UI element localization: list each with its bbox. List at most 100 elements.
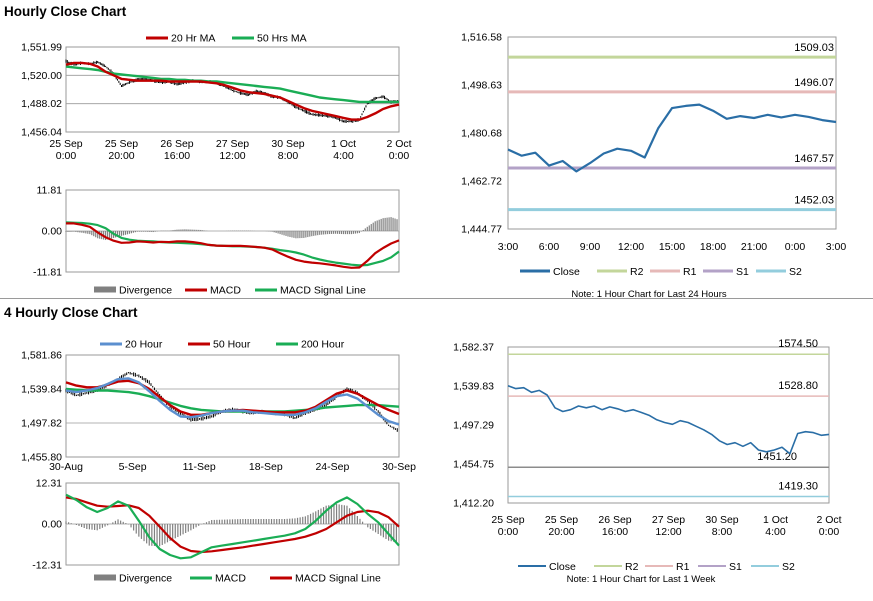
four-hourly-pivot-ytick: 1,412.20 bbox=[453, 498, 494, 510]
hourly-price-ytick: 1,551.99 bbox=[21, 42, 62, 54]
hourly-price-xtick: 26 Sep bbox=[160, 138, 193, 150]
four-hourly-pivot-frame bbox=[507, 346, 830, 504]
hourly-pivot-xtick: 12:00 bbox=[618, 241, 644, 253]
hourly-pivot-xtick: 18:00 bbox=[700, 241, 726, 253]
four-hourly-macd-line bbox=[65, 493, 400, 560]
four-hourly-pivot-xtick: 25 Sep bbox=[545, 514, 578, 526]
hourly-price-xtick: 8:00 bbox=[278, 150, 299, 162]
hourly-price-frame bbox=[65, 46, 400, 133]
four-hourly-pivot-ytick: 1,582.37 bbox=[453, 342, 494, 354]
four-hourly-price-ytick: 1,455.80 bbox=[21, 452, 62, 464]
four-hourly-macd-ytick: -12.31 bbox=[32, 560, 62, 572]
hourly-pivot-s2-label: 1452.03 bbox=[794, 195, 834, 207]
hourly-price-ytick: 1,520.00 bbox=[21, 70, 62, 82]
hourly-pivot-xtick: 15:00 bbox=[659, 241, 685, 253]
hourly-price-xtick: 25 Sep bbox=[49, 138, 82, 150]
four-hourly-pivot-legend-label: R1 bbox=[676, 561, 690, 573]
hourly-price-xtick: 2 Oct bbox=[386, 138, 411, 150]
hourly-price-xtick: 0:00 bbox=[389, 150, 410, 162]
hourly-price-xtick: 16:00 bbox=[164, 150, 190, 162]
hourly-macd-legend-label: Divergence bbox=[119, 285, 172, 297]
hourly-pivot-legend-label: R2 bbox=[630, 266, 644, 278]
hourly-price-xtick: 0:00 bbox=[56, 150, 77, 162]
four-hourly-pivot-r2-label: 1574.50 bbox=[778, 338, 818, 350]
hourly-chart-title: Hourly Close Chart bbox=[4, 4, 127, 19]
hourly-macd-ytick: 0.00 bbox=[42, 226, 63, 238]
hourly-ma50-line bbox=[65, 65, 399, 104]
four-hourly-pivot-legend-label: S2 bbox=[782, 561, 795, 573]
four-hourly-price-xtick: 24-Sep bbox=[315, 461, 349, 473]
hourly-price-ytick: 1,456.04 bbox=[21, 127, 62, 139]
four-hourly-macd-legend-label: MACD Signal Line bbox=[295, 573, 381, 585]
hourly-pivot-xtick: 3:00 bbox=[498, 241, 519, 253]
hourly-pivot-xtick: 6:00 bbox=[539, 241, 560, 253]
hourly-pivot-xtick: 9:00 bbox=[580, 241, 601, 253]
four-hourly-price-ytick: 1,497.82 bbox=[21, 418, 62, 430]
hourly-pivot-legend-label: Close bbox=[553, 266, 580, 278]
four-hourly-macd-ytick: 0.00 bbox=[42, 519, 63, 531]
hourly-price-xtick: 4:00 bbox=[333, 150, 354, 162]
four-hourly-pivot-xtick: 4:00 bbox=[765, 526, 786, 538]
hourly-pivot-xtick: 0:00 bbox=[785, 241, 806, 253]
four-hourly-pivot-close-line bbox=[507, 385, 830, 455]
four-hourly-price-xtick: 5-Sep bbox=[119, 461, 147, 473]
hourly-macd-ytick: 11.81 bbox=[37, 185, 63, 197]
four-hourly-price-legend-label: 20 Hour bbox=[125, 339, 163, 351]
four-hourly-pivot-xtick: 0:00 bbox=[498, 526, 519, 538]
hourly-pivot-xtick: 21:00 bbox=[741, 241, 767, 253]
hourly-pivot-r1-label: 1496.07 bbox=[794, 77, 834, 89]
four-hourly-pivot-xtick: 25 Sep bbox=[491, 514, 524, 526]
four-hourly-macd-legend-label: Divergence bbox=[119, 573, 172, 585]
four-hourly-pivot-xtick: 26 Sep bbox=[598, 514, 631, 526]
four-hourly-pivot-xtick: 2 Oct bbox=[816, 514, 841, 526]
four-hourly-pivot-xtick: 12:00 bbox=[655, 526, 681, 538]
four-hourly-pivot-xtick: 20:00 bbox=[548, 526, 574, 538]
hourly-pivot-ytick: 1,480.68 bbox=[461, 128, 502, 140]
hourly-pivot-ytick: 1,462.72 bbox=[461, 176, 502, 188]
hourly-macd-legend-swatch bbox=[94, 286, 116, 293]
four-hourly-pivot-legend-label: Close bbox=[549, 561, 576, 573]
hourly-pivot-legend-label: S1 bbox=[736, 266, 749, 278]
hourly-price-xtick: 20:00 bbox=[108, 150, 134, 162]
four-hourly-pivot-xtick: 0:00 bbox=[819, 526, 840, 538]
hourly-pivot-xtick: 3:00 bbox=[826, 241, 847, 253]
four-hourly-macd-ytick: 12.31 bbox=[36, 478, 62, 490]
hourly-pivot-ytick: 1,516.58 bbox=[461, 32, 502, 44]
hourly-price-xtick: 25 Sep bbox=[105, 138, 138, 150]
hourly-price-ytick: 1,488.02 bbox=[21, 98, 62, 110]
four-hourly-price-ytick: 1,539.84 bbox=[21, 384, 62, 396]
hourly-price-xtick: 27 Sep bbox=[216, 138, 249, 150]
four-hourly-price-legend-label: 50 Hour bbox=[213, 339, 251, 351]
four-hourly-chart-title: 4 Hourly Close Chart bbox=[4, 305, 138, 320]
hourly-macd-line bbox=[66, 222, 400, 269]
four-hourly-pivot-xtick: 27 Sep bbox=[652, 514, 685, 526]
hourly-price-xtick: 30 Sep bbox=[271, 138, 304, 150]
four-hourly-pivot-xtick: 30 Sep bbox=[705, 514, 738, 526]
four-hourly-pivot-xtick: 16:00 bbox=[602, 526, 628, 538]
hourly-macd-ytick: -11.81 bbox=[33, 267, 62, 279]
four-hourly-macd-legend-swatch bbox=[94, 574, 116, 581]
four-hourly-pivot-r1-label: 1528.80 bbox=[778, 380, 818, 392]
four-hourly-pivot-s2-label: 1419.30 bbox=[778, 480, 818, 492]
four-hourly-price-xtick: 18-Sep bbox=[249, 461, 283, 473]
four-hourly-pivot-legend-label: R2 bbox=[625, 561, 639, 573]
hourly-macd-legend-label: MACD bbox=[210, 285, 241, 297]
hourly-pivot-legend-label: R1 bbox=[683, 266, 697, 278]
four-hourly-pivot-xtick: 1 Oct bbox=[763, 514, 788, 526]
hourly-price-xtick: 12:00 bbox=[219, 150, 245, 162]
hourly-macd-legend-label: MACD Signal Line bbox=[280, 285, 366, 297]
hourly-price-xtick: 1 Oct bbox=[331, 138, 356, 150]
hourly-pivot-note: Note: 1 Hour Chart for Last 24 Hours bbox=[571, 289, 726, 300]
hourly-signal-line bbox=[65, 221, 400, 267]
hourly-pivot-r2-label: 1509.03 bbox=[794, 42, 834, 54]
hourly-pivot-ytick: 1,498.63 bbox=[461, 80, 502, 92]
hourly-pivot-close-line bbox=[507, 103, 837, 173]
four-hourly-pivot-legend-label: S1 bbox=[729, 561, 742, 573]
hourly-pivot-legend-label: S2 bbox=[789, 266, 802, 278]
hourly-pivot-s1-label: 1467.57 bbox=[794, 153, 834, 165]
hourly-price-legend-label: 20 Hr MA bbox=[171, 33, 215, 45]
four-hourly-price-xtick: 30-Sep bbox=[382, 461, 416, 473]
four-hourly-pivot-ytick: 1,454.75 bbox=[453, 459, 494, 471]
four-hourly-pivot-ytick: 1,497.29 bbox=[453, 420, 494, 432]
